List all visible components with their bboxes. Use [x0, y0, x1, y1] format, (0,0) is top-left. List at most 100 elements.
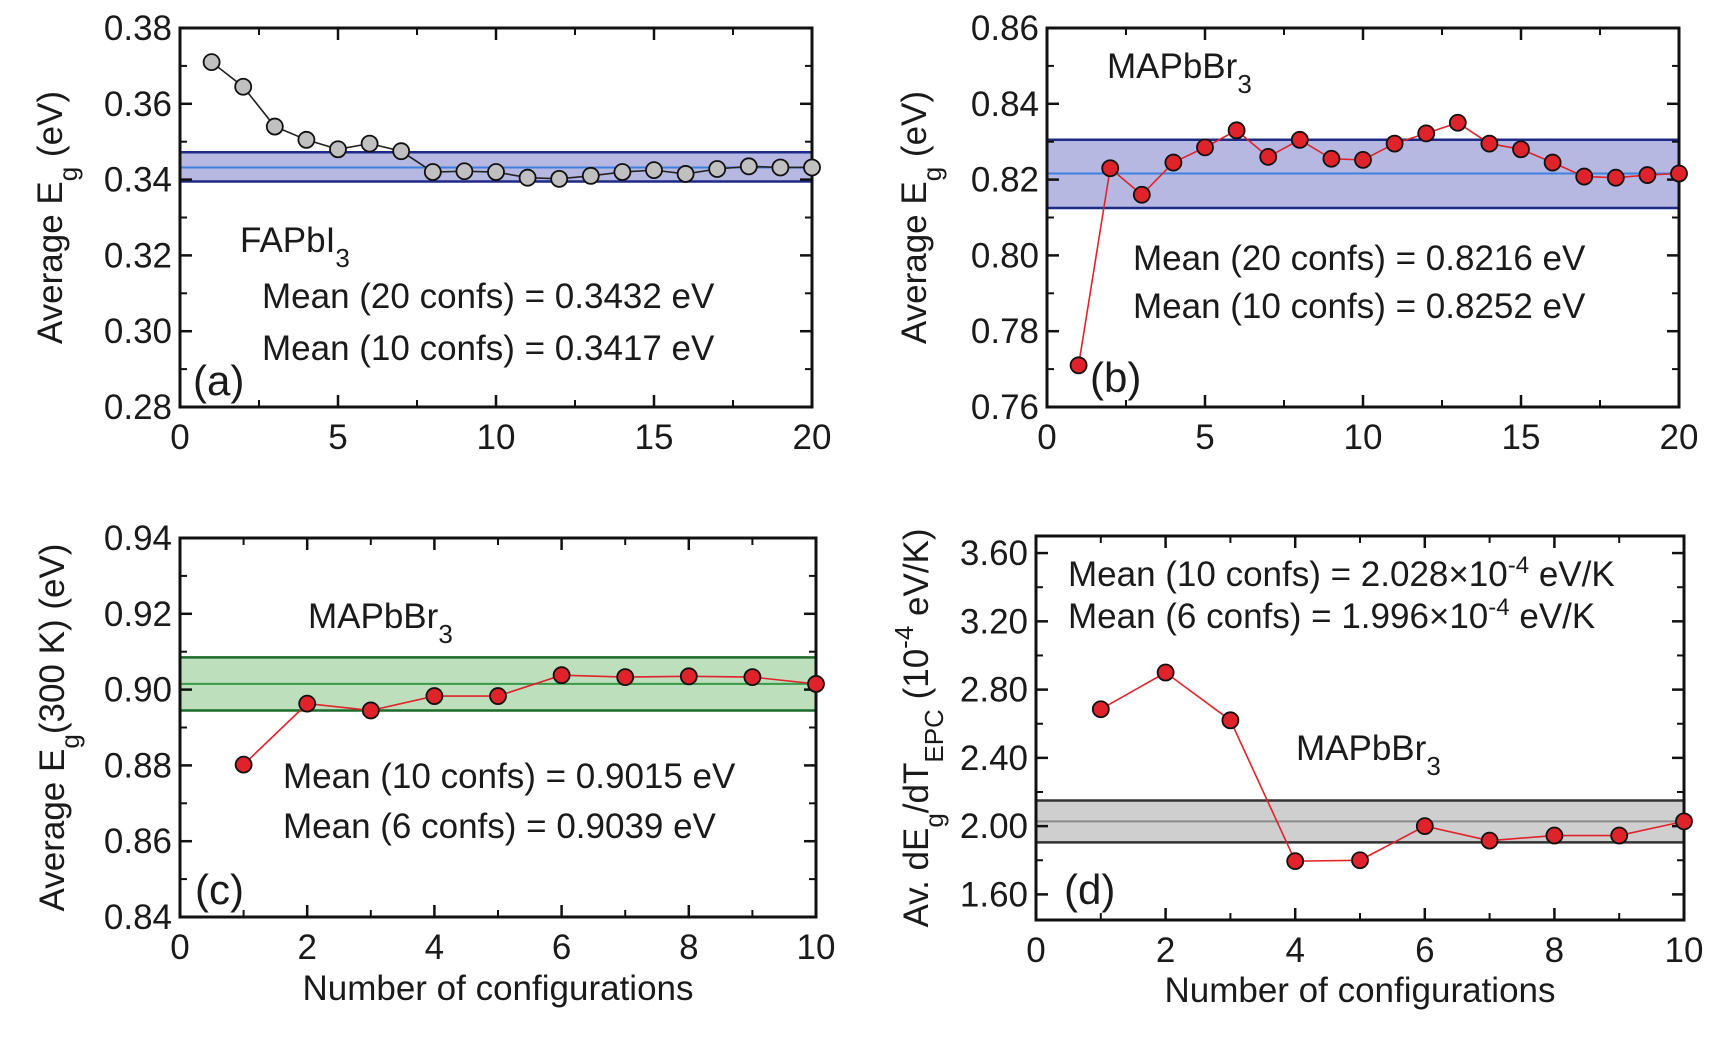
x-tick-label: 0: [170, 418, 189, 457]
y-tick-label: 2.80: [960, 671, 1028, 710]
data-point: [1221, 711, 1240, 730]
data-point: [1480, 831, 1499, 850]
data-point: [1290, 130, 1309, 149]
data-point: [1606, 168, 1625, 187]
x-tick-label: 2: [1156, 931, 1175, 970]
data-point: [1545, 826, 1564, 845]
y-tick-label: 0.38: [104, 9, 172, 48]
data-point: [1132, 185, 1151, 204]
y-tick-label: 2.40: [960, 739, 1028, 778]
mean-annotation: Mean (6 confs) = 1.996×10-4 eV/K: [1068, 594, 1595, 637]
data-point: [361, 701, 380, 720]
data-point: [297, 130, 316, 149]
series-line: [243, 674, 817, 766]
y-axis-label: Average Eg (eV): [895, 91, 947, 344]
x-tick-label: 6: [1415, 931, 1434, 970]
chart-panel-a: 0 5 10 15 20 0.28 0.30 0.32 0.34 0.36 0.38 Average …: [31, 9, 831, 457]
x-tick-label: 15: [635, 418, 674, 457]
data-point: [743, 668, 762, 686]
mean-annotation: Mean (6 confs) = 0.9039 eV: [283, 807, 717, 846]
x-tick-label: 6: [552, 928, 571, 967]
data-point: [803, 158, 821, 177]
material-label: FAPbI3: [240, 221, 350, 273]
x-tick-label: 20: [1660, 418, 1699, 457]
data-point: [392, 142, 411, 161]
material-label: MAPbBr3: [308, 597, 453, 649]
data-point: [1675, 812, 1693, 831]
series-line: [1100, 671, 1685, 862]
data-point: [489, 687, 507, 705]
data-point: [708, 160, 727, 178]
y-tick-label: 1.60: [960, 875, 1028, 914]
data-point: [1480, 134, 1499, 153]
y-tick-label: 2.00: [960, 807, 1028, 846]
y-tick-label: 0.90: [104, 671, 172, 710]
data-point: [1069, 356, 1088, 375]
data-point: [1351, 851, 1369, 870]
mean-annotation: Mean (10 confs) = 0.3417 eV: [262, 329, 715, 368]
data-point: [616, 668, 635, 686]
mean-annotation: Mean (10 confs) = 2.028×10-4 eV/K: [1068, 552, 1615, 595]
data-point: [1164, 153, 1183, 172]
x-tick-label: 10: [1344, 418, 1383, 457]
data-point: [1575, 167, 1594, 186]
data-point: [1670, 164, 1688, 183]
x-tick-label: 5: [328, 418, 347, 457]
x-tick-label: 10: [1665, 931, 1704, 970]
y-tick-label: 0.84: [971, 85, 1039, 124]
data-point: [202, 53, 221, 72]
y-tick-label: 0.30: [104, 312, 172, 351]
x-tick-label: 5: [1195, 418, 1214, 457]
data-point: [455, 162, 474, 181]
data-point: [771, 158, 790, 177]
data-point: [1286, 852, 1305, 871]
data-point: [581, 166, 600, 185]
data-point: [739, 157, 758, 176]
chart-panel-c: 0 2 4 6 8 10 0.84 0.86 0.88 0.90 0.92 0.94 Average E…: [33, 519, 835, 1008]
mean-annotation: Mean (20 confs) = 0.3432 eV: [262, 277, 715, 316]
data-point: [423, 163, 442, 181]
data-point: [1512, 140, 1530, 159]
panel-label: (c): [195, 866, 244, 913]
x-tick-label: 4: [425, 928, 444, 967]
y-tick-label: 0.34: [104, 161, 172, 200]
y-tick-label: 0.84: [104, 898, 172, 937]
y-tick-label: 0.32: [104, 236, 172, 275]
data-point: [645, 161, 663, 180]
data-point: [1091, 700, 1110, 719]
data-point: [1417, 124, 1436, 143]
y-axis-label: Av. dEg/dTEPC (10-4 eV/K): [889, 528, 949, 927]
x-tick-label: 0: [1026, 931, 1045, 970]
data-point: [234, 755, 253, 774]
data-point: [298, 694, 317, 713]
data-point: [1196, 138, 1214, 157]
x-tick-label: 0: [1037, 418, 1056, 457]
x-tick-label: 10: [477, 418, 516, 457]
y-tick-label: 0.76: [971, 388, 1039, 427]
data-point: [1448, 113, 1467, 132]
y-tick-label: 0.86: [971, 9, 1039, 48]
data-point: [329, 140, 347, 159]
x-tick-label: 15: [1502, 418, 1541, 457]
data-point: [425, 687, 444, 705]
panel-label: (d): [1064, 866, 1115, 913]
data-point: [1415, 817, 1434, 836]
data-point: [1156, 663, 1175, 682]
data-point: [1543, 153, 1562, 172]
x-tick-label: 0: [170, 928, 189, 967]
x-axis-label: Number of configurations: [302, 969, 693, 1008]
data-point: [552, 666, 571, 685]
data-point: [1322, 149, 1341, 168]
mean-annotation: Mean (10 confs) = 0.9015 eV: [283, 757, 736, 796]
y-tick-label: 3.20: [960, 602, 1028, 641]
x-tick-label: 8: [1545, 931, 1564, 970]
y-tick-label: 0.86: [104, 822, 172, 861]
data-point: [1354, 150, 1372, 169]
data-point: [360, 134, 379, 153]
y-tick-label: 0.82: [971, 161, 1039, 200]
data-point: [550, 169, 569, 188]
y-tick-label: 0.80: [971, 236, 1039, 275]
data-point: [1385, 134, 1404, 153]
y-axis-label: Average Eg(300 K) (eV): [33, 544, 85, 912]
data-point: [1610, 826, 1629, 845]
